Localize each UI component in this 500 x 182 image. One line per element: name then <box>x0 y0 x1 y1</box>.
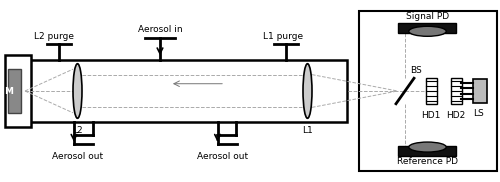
Text: LS: LS <box>474 109 484 118</box>
Ellipse shape <box>73 64 82 118</box>
Text: M: M <box>4 86 14 96</box>
Text: Aerosol out: Aerosol out <box>52 152 103 161</box>
Text: Aerosol out: Aerosol out <box>197 152 248 161</box>
Bar <box>5 55 31 127</box>
Text: Aerosol in: Aerosol in <box>138 25 182 34</box>
Text: L2: L2 <box>72 126 83 134</box>
Text: L2 purge: L2 purge <box>34 32 74 41</box>
Text: BS: BS <box>410 66 422 75</box>
Text: L1: L1 <box>302 126 313 134</box>
Bar <box>28 60 347 122</box>
Bar <box>359 11 496 171</box>
Bar <box>426 78 436 104</box>
Ellipse shape <box>303 64 312 118</box>
Text: HD2: HD2 <box>446 111 466 120</box>
Ellipse shape <box>409 142 447 152</box>
Bar <box>472 79 486 103</box>
Bar <box>398 23 456 33</box>
Bar <box>450 78 462 104</box>
Bar <box>398 146 456 156</box>
Text: HD1: HD1 <box>422 111 440 120</box>
Text: Reference PD: Reference PD <box>397 157 458 166</box>
Bar <box>8 69 21 113</box>
Text: Signal PD: Signal PD <box>406 12 449 21</box>
Ellipse shape <box>409 26 447 36</box>
Text: L1 purge: L1 purge <box>264 32 304 41</box>
